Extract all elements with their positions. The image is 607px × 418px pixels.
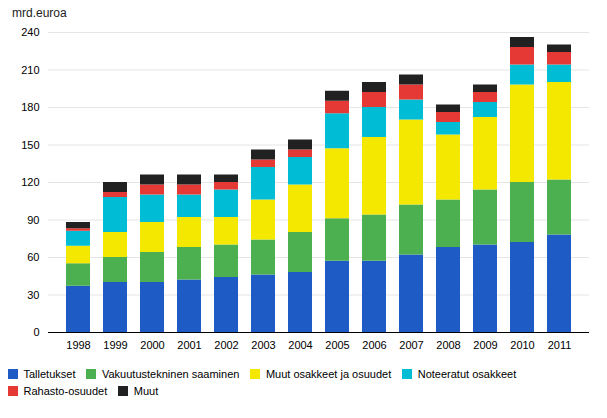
html-text:Noteeratut osakkeet: Noteeratut osakkeet [417, 368, 517, 381]
html-text:Talletukset: Talletukset [23, 368, 76, 381]
svg-text:2004: 2004 [288, 339, 312, 351]
svg-text:2005: 2005 [325, 339, 349, 351]
svg-text:2008: 2008 [436, 339, 460, 351]
svg-text:0: 0 [33, 326, 39, 338]
svg-text:1998: 1998 [66, 339, 90, 351]
svg-text:210: 210 [21, 64, 39, 76]
svg-text:2010: 2010 [510, 339, 534, 351]
svg-text:180: 180 [21, 101, 39, 113]
svg-text:2003: 2003 [251, 339, 275, 351]
svg-text:90: 90 [27, 214, 39, 226]
html-text:mrd.euroa: mrd.euroa [12, 6, 67, 20]
html-text:Muut osakkeet ja osuudet: Muut osakkeet ja osuudet [265, 368, 392, 381]
svg-text:2001: 2001 [177, 339, 201, 351]
svg-text:2006: 2006 [362, 339, 386, 351]
html-text:Muut: Muut [133, 384, 159, 397]
svg-text:2000: 2000 [140, 339, 164, 351]
html-text:Vakuutustekninen saaminen: Vakuutustekninen saaminen [102, 368, 240, 381]
svg-text:150: 150 [21, 139, 39, 151]
svg-text:60: 60 [27, 251, 39, 263]
html-text:Rahasto-osuudet: Rahasto-osuudet [23, 384, 108, 397]
svg-text:2002: 2002 [214, 339, 238, 351]
svg-text:1999: 1999 [103, 339, 127, 351]
svg-text:2007: 2007 [399, 339, 423, 351]
svg-text:2011: 2011 [548, 339, 572, 351]
svg-text:30: 30 [27, 289, 39, 301]
svg-text:2009: 2009 [473, 339, 497, 351]
svg-text:120: 120 [21, 176, 39, 188]
svg-text:240: 240 [21, 26, 39, 38]
